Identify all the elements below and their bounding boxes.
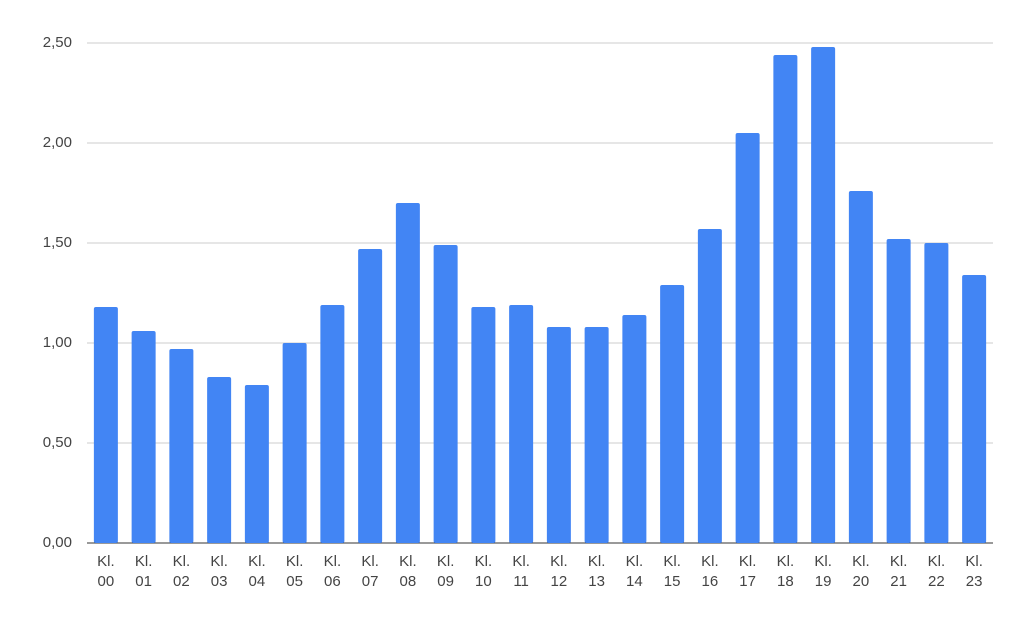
x-tick-label: Kl. 07 — [361, 553, 379, 590]
y-tick-label: 2,50 — [43, 34, 72, 51]
y-tick-label: 1,50 — [43, 234, 72, 251]
bar — [660, 285, 685, 543]
x-tick-label: Kl. 11 — [512, 553, 530, 590]
bar — [697, 229, 722, 543]
bar — [433, 245, 458, 543]
y-tick-label: 0,50 — [43, 434, 72, 451]
bar — [546, 327, 571, 543]
x-tick-label: Kl. 05 — [285, 553, 304, 590]
x-tick-label: Kl. 13 — [587, 553, 606, 590]
y-tick-label: 2,00 — [43, 134, 72, 151]
x-tick-label: Kl. 03 — [210, 553, 228, 590]
x-tick-label: Kl. 02 — [172, 553, 191, 590]
x-tick-label: Kl. 14 — [625, 553, 644, 590]
x-tick-label: Kl. 20 — [852, 553, 870, 590]
bar — [358, 249, 383, 543]
bar — [584, 327, 609, 543]
x-tick-label: Kl. 08 — [399, 553, 417, 590]
x-tick-label: Kl. 06 — [323, 553, 342, 590]
bar — [282, 343, 307, 543]
y-tick-label: 1,00 — [43, 334, 72, 351]
bar — [622, 315, 647, 543]
x-tick-label: Kl. 19 — [814, 553, 832, 590]
bar — [924, 243, 949, 543]
bar — [509, 305, 534, 543]
x-tick-label: Kl. 01 — [134, 553, 153, 590]
x-tick-label: Kl. 21 — [889, 553, 908, 590]
x-tick-label: Kl. 09 — [436, 553, 455, 590]
x-tick-label: Kl. 10 — [474, 553, 493, 590]
x-tick-label: Kl. 04 — [248, 553, 266, 590]
x-tick-label: Kl. 12 — [550, 553, 568, 590]
bar — [131, 331, 156, 543]
bar — [320, 305, 345, 543]
bar — [773, 55, 798, 543]
y-tick-label: 0,00 — [43, 534, 72, 551]
x-tick-label: Kl. 17 — [738, 553, 757, 590]
bar — [471, 307, 496, 543]
x-tick-label: Kl. 15 — [663, 553, 681, 590]
bar — [735, 133, 760, 543]
x-tick-label: Kl. 23 — [965, 553, 983, 590]
bar — [886, 239, 911, 543]
bar — [811, 47, 836, 543]
x-tick-label: Kl. 16 — [701, 553, 719, 590]
x-tick-label: Kl. 22 — [927, 553, 946, 590]
bar — [207, 377, 232, 543]
bar — [395, 203, 420, 543]
bar — [93, 307, 118, 543]
bar — [848, 191, 873, 543]
x-tick-label: Kl. 00 — [97, 553, 115, 590]
x-tick-label: Kl. 18 — [776, 553, 795, 590]
bar — [962, 275, 987, 543]
bar — [244, 385, 269, 543]
bar — [169, 349, 194, 543]
